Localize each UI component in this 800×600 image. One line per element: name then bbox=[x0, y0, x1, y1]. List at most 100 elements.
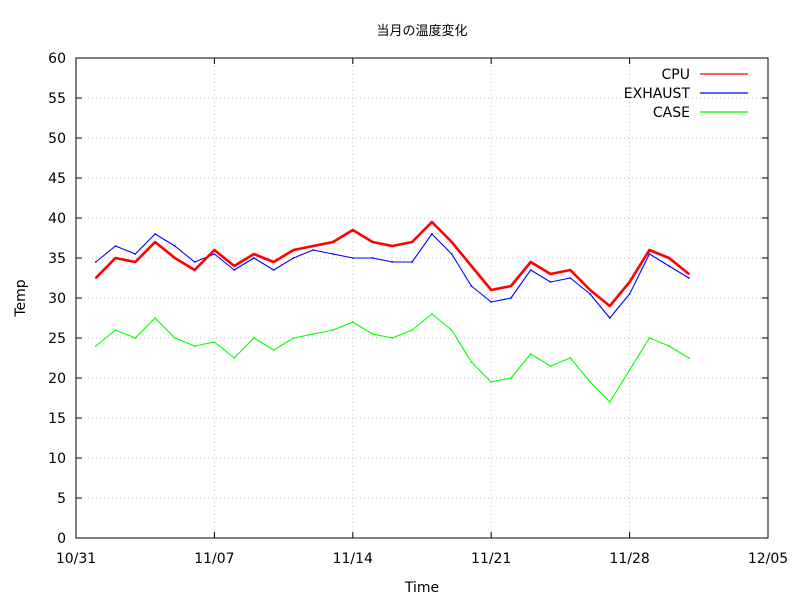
data-point-cpu bbox=[608, 305, 611, 307]
data-point-exhaust bbox=[470, 285, 473, 287]
data-point-exhaust bbox=[648, 253, 651, 255]
data-point-cpu bbox=[272, 261, 275, 263]
data-point-case bbox=[411, 329, 413, 331]
data-point-cpu bbox=[450, 241, 453, 243]
data-point-exhaust bbox=[450, 253, 453, 255]
data-point-exhaust bbox=[569, 277, 572, 279]
data-point-cpu bbox=[312, 245, 315, 247]
data-point-cpu bbox=[431, 221, 433, 223]
axis-ticks: 0 5 10 15 20 25 30 35 40 45 50 55 60 10/31 11/07 11/14 1… bbox=[48, 51, 788, 567]
data-point-cpu bbox=[292, 249, 295, 251]
data-point-case bbox=[688, 357, 690, 359]
data-point-exhaust bbox=[391, 261, 394, 263]
data-point-case bbox=[193, 345, 196, 347]
data-point-cpu bbox=[174, 257, 176, 259]
data-point-cpu bbox=[628, 281, 631, 283]
data-point-case bbox=[490, 381, 493, 383]
series-group bbox=[94, 220, 690, 403]
data-point-case bbox=[272, 349, 275, 351]
data-point-exhaust bbox=[213, 253, 216, 255]
y-tick-label: 35 bbox=[48, 251, 66, 267]
data-point-case bbox=[114, 329, 117, 331]
data-point-case bbox=[154, 317, 157, 319]
x-tick-label: 10/31 bbox=[56, 551, 96, 567]
data-point-case bbox=[589, 381, 591, 383]
x-tick-label: 12/05 bbox=[748, 551, 788, 567]
data-point-case bbox=[371, 333, 374, 335]
y-tick-label: 30 bbox=[48, 291, 66, 307]
data-point-cpu bbox=[470, 265, 473, 267]
y-tick-label: 45 bbox=[48, 171, 66, 187]
data-point-case bbox=[391, 337, 394, 339]
data-point-cpu bbox=[371, 241, 374, 243]
data-point-cpu bbox=[529, 261, 532, 263]
data-point-exhaust bbox=[332, 253, 334, 255]
data-point-exhaust bbox=[94, 261, 97, 263]
x-tick-label: 11/28 bbox=[609, 551, 649, 567]
data-point-exhaust bbox=[668, 265, 670, 267]
data-point-cpu bbox=[253, 253, 255, 255]
legend-label-case: CASE bbox=[653, 105, 690, 121]
legend-label-exhaust: EXHAUST bbox=[624, 86, 691, 102]
data-point-exhaust bbox=[272, 269, 275, 271]
data-point-case bbox=[134, 337, 137, 339]
data-point-cpu bbox=[668, 257, 670, 259]
chart-title: 当月の温度変化 bbox=[376, 23, 467, 39]
data-point-exhaust bbox=[510, 297, 512, 299]
data-point-exhaust bbox=[292, 257, 295, 259]
data-point-case bbox=[470, 361, 473, 363]
data-point-cpu bbox=[648, 249, 651, 251]
data-point-cpu bbox=[213, 249, 216, 251]
data-point-case bbox=[431, 313, 433, 315]
x-tick-label: 11/07 bbox=[194, 551, 234, 567]
data-point-case bbox=[253, 337, 255, 339]
y-tick-label: 5 bbox=[57, 491, 66, 507]
data-point-case bbox=[668, 345, 670, 347]
data-point-case bbox=[312, 333, 315, 335]
y-tick-label: 0 bbox=[57, 531, 66, 547]
data-point-exhaust bbox=[154, 233, 157, 235]
data-point-cpu bbox=[391, 245, 394, 247]
data-point-exhaust bbox=[233, 269, 236, 271]
data-point-cpu bbox=[233, 265, 236, 267]
legend: CPU EXHAUST CASE bbox=[624, 67, 748, 121]
data-point-exhaust bbox=[253, 257, 255, 259]
y-tick-label: 10 bbox=[48, 451, 66, 467]
data-point-cpu bbox=[549, 273, 552, 275]
data-point-case bbox=[292, 337, 295, 339]
data-point-case bbox=[94, 345, 97, 347]
data-point-case bbox=[648, 337, 651, 339]
data-point-exhaust bbox=[628, 293, 631, 295]
data-point-exhaust bbox=[431, 233, 433, 235]
data-point-case bbox=[351, 321, 354, 323]
data-point-cpu bbox=[332, 241, 334, 243]
data-point-case bbox=[213, 341, 216, 343]
data-point-case bbox=[332, 329, 334, 331]
x-axis-title: Time bbox=[404, 580, 439, 596]
y-tick-label: 15 bbox=[48, 411, 66, 427]
data-point-exhaust bbox=[411, 261, 413, 263]
data-point-case bbox=[608, 401, 611, 403]
data-point-case bbox=[174, 337, 176, 339]
y-tick-label: 25 bbox=[48, 331, 66, 347]
data-point-cpu bbox=[351, 229, 354, 231]
data-point-case bbox=[549, 365, 552, 367]
data-point-exhaust bbox=[608, 317, 611, 319]
data-point-exhaust bbox=[688, 277, 690, 279]
legend-label-cpu: CPU bbox=[662, 67, 690, 83]
data-point-cpu bbox=[490, 289, 493, 291]
data-point-cpu bbox=[193, 269, 196, 271]
data-point-cpu bbox=[134, 261, 137, 263]
data-point-exhaust bbox=[134, 253, 137, 255]
data-point-exhaust bbox=[490, 301, 493, 303]
data-point-cpu bbox=[569, 269, 572, 271]
data-point-exhaust bbox=[114, 245, 117, 247]
grid-lines bbox=[76, 58, 768, 538]
data-point-exhaust bbox=[549, 281, 552, 283]
y-tick-label: 20 bbox=[48, 371, 66, 387]
data-point-cpu bbox=[589, 289, 591, 291]
y-tick-label: 40 bbox=[48, 211, 66, 227]
data-point-cpu bbox=[114, 257, 117, 259]
